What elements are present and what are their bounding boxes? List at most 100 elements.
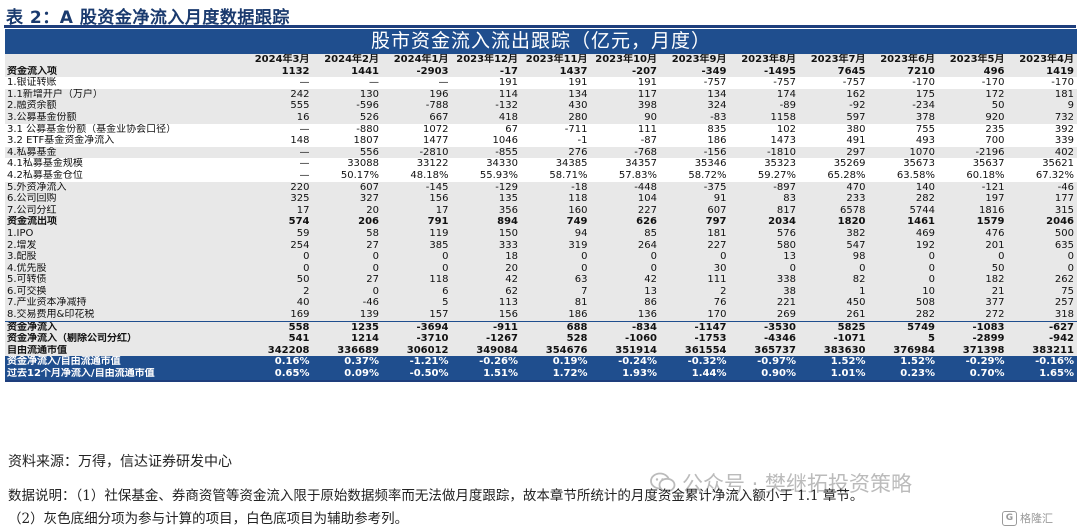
- table-cell: 0.65%: [243, 368, 313, 380]
- table-cell: 83: [729, 193, 799, 205]
- watermark-text: 公众号 · 樊继拓投资策略: [682, 472, 913, 496]
- table-cell: 1132: [243, 65, 313, 78]
- table-cell: 607: [660, 204, 730, 217]
- row-label: 4.私募基金: [5, 146, 243, 159]
- table-cell: -92: [799, 100, 869, 112]
- table-cell: 688: [521, 320, 591, 334]
- table-cell: -121: [938, 181, 1008, 194]
- table-bottom-rule: [5, 379, 1077, 382]
- table-cell: 351914: [590, 344, 660, 357]
- table-cell: 700: [985, 135, 1005, 147]
- table-cell: -46: [312, 297, 382, 310]
- row-label: 3.2 ETF基金资金净流入: [7, 135, 115, 147]
- table-cell: 191: [498, 77, 518, 89]
- table-cell: -1147: [660, 320, 730, 334]
- table-cell: 333: [451, 239, 521, 252]
- table-cell: 354676: [521, 344, 591, 357]
- table-cell: 18: [451, 251, 521, 263]
- table-cell: 257: [1007, 297, 1077, 310]
- table-cell: 607: [312, 181, 382, 194]
- table-cell: -855: [451, 146, 521, 159]
- table-cell: 0: [521, 262, 591, 275]
- table-cell: 338: [729, 274, 799, 286]
- table-cell: 186: [707, 135, 727, 147]
- table-cell: 118: [382, 274, 452, 286]
- table-row: 自由流通市值 342208 336689 306012 349084 354676 3519…: [5, 344, 1077, 357]
- table-cell: 430: [521, 100, 591, 112]
- table-cell: —: [369, 77, 379, 89]
- table-cell: 227: [590, 204, 660, 217]
- column-header: 2023年6月: [868, 54, 938, 66]
- table-row: 资金净流入（剔除公司分红） 541 1214 -3710 -1267 528 -1060 -1…: [5, 333, 1077, 345]
- table-cell: 118: [521, 193, 591, 205]
- table-row: 2.融资余额 555 -596 -788 -132 430 398 324 -89 -92 -234…: [5, 100, 1077, 112]
- table-cell: 220: [243, 181, 313, 194]
- table-cell: 0: [382, 251, 452, 263]
- table-cell: —: [299, 169, 310, 181]
- table-cell: 749: [521, 216, 591, 228]
- table-cell: 35673: [903, 158, 935, 170]
- row-label: 3.1 公募基金份额（基金业协会口径）: [7, 123, 177, 135]
- table-cell: 59.27%: [757, 169, 796, 181]
- table-cell: 111: [637, 123, 657, 135]
- table-cell: 1807: [353, 135, 379, 147]
- table-cell: 2034: [729, 216, 799, 228]
- table-row: 资金流入项 1132 1441 -2903 -17 1437 -207 -349 -1495 76…: [5, 65, 1077, 78]
- table-cell: 42: [590, 274, 660, 286]
- table-row: 8.交易费用&印花税 169 139 157 156 186 136 170 269 261 282…: [5, 309, 1077, 322]
- table-cell: 580: [729, 239, 799, 252]
- table-cell: -375: [660, 181, 730, 194]
- table-cell: 76: [660, 297, 730, 310]
- row-label: 5.外资净流入: [5, 181, 243, 194]
- table-cell: 50: [243, 274, 313, 286]
- table-cell: 398: [590, 100, 660, 112]
- table-cell: 5749: [868, 320, 938, 334]
- table-cell: 201: [938, 239, 1008, 252]
- table-cell: -0.29%: [938, 356, 1008, 369]
- row-label: 1.IPO: [5, 227, 243, 240]
- table-cell: 2046: [1007, 216, 1077, 228]
- source-note: 资料来源：万得，信达证券研发中心: [8, 454, 232, 470]
- table-cell: 58: [312, 227, 382, 240]
- table-cell: 376984: [868, 344, 938, 357]
- table-cell: 102: [776, 123, 796, 135]
- table-cell: 377: [938, 297, 1008, 310]
- row-label: 8.交易费用&印花税: [5, 309, 243, 322]
- table-cell: 7645: [799, 65, 869, 78]
- table-cell: -2899: [938, 333, 1008, 345]
- table-cell: 6578: [799, 204, 869, 217]
- table-row: 3.1 公募基金份额（基金业协会口径） — -880 1072 67 -711 111 835…: [5, 124, 1077, 136]
- table-cell: 327: [312, 193, 382, 205]
- column-header: 2023年9月: [660, 54, 730, 66]
- table-cell: -768: [590, 146, 660, 159]
- table-cell: 1.44%: [660, 368, 730, 380]
- table-cell: 157: [382, 309, 452, 322]
- table-cell: 82: [799, 274, 869, 286]
- table-cell: -132: [451, 100, 521, 112]
- table-cell: 254: [243, 239, 313, 252]
- table-cell: 98: [799, 251, 869, 263]
- table-cell: -207: [590, 65, 660, 78]
- table-cell: -757: [842, 77, 866, 89]
- table-cell: 27: [312, 274, 382, 286]
- table-cell: 1816: [938, 204, 1008, 217]
- table-cell: 160: [521, 204, 591, 217]
- wechat-icon: [650, 472, 676, 493]
- table-cell: -757: [703, 77, 727, 89]
- row-label: 资金净流入: [5, 320, 243, 334]
- table-cell: -2810: [382, 146, 452, 159]
- table-row: 资金净流入 558 1235 -3694 -911 688 -834 -1147 -3530 58…: [5, 320, 1077, 334]
- table-cell: 162: [799, 88, 869, 101]
- table-cell: 0: [590, 251, 660, 263]
- table-cell: 16: [243, 111, 313, 124]
- table-cell: 1.52%: [799, 356, 869, 369]
- table-cell: 20: [451, 262, 521, 275]
- table-cell: 1214: [312, 333, 382, 345]
- table-cell: 130: [312, 88, 382, 101]
- column-header: 2023年8月: [729, 54, 799, 66]
- table-cell: 0.37%: [312, 356, 382, 369]
- table-cell: 282: [868, 309, 938, 322]
- table-cell: 114: [451, 88, 521, 101]
- table-cell: -1071: [799, 333, 869, 345]
- table-cell: 63: [521, 274, 591, 286]
